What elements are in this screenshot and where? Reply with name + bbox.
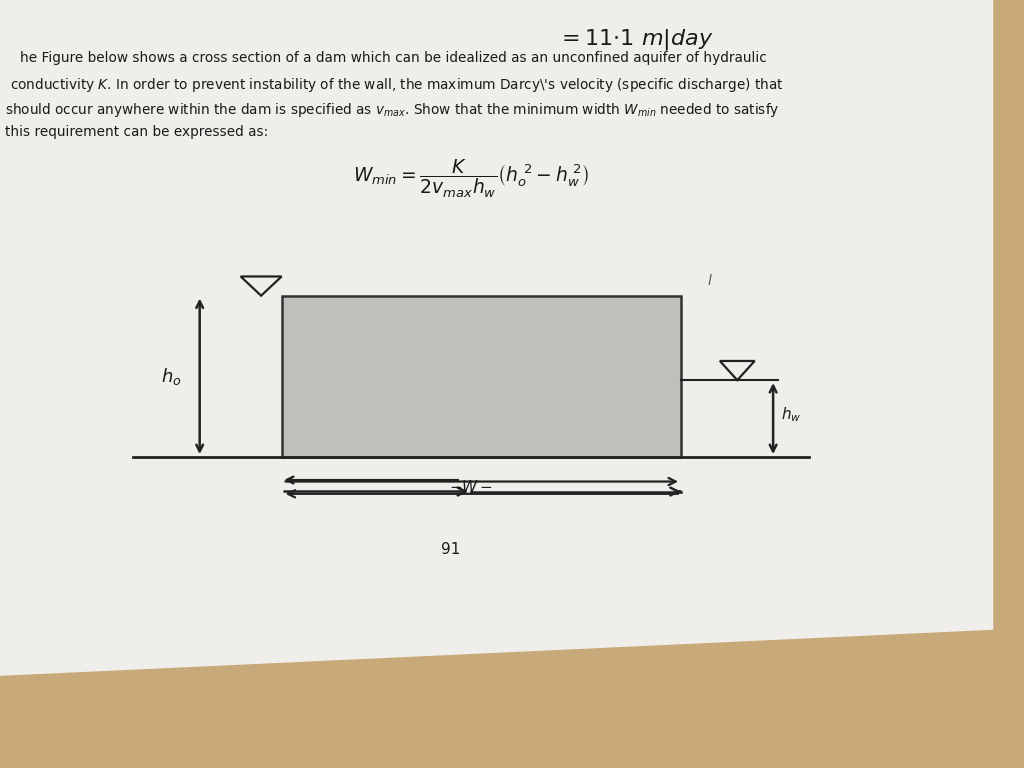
Text: $h_o$: $h_o$ bbox=[161, 366, 181, 387]
Text: $\mathit{l}$: $\mathit{l}$ bbox=[707, 273, 713, 288]
Text: this requirement can be expressed as:: this requirement can be expressed as: bbox=[5, 125, 268, 139]
Text: $h_w$: $h_w$ bbox=[781, 406, 802, 424]
Text: he Figure below shows a cross section of a dam which can be idealized as an unco: he Figure below shows a cross section of… bbox=[20, 51, 767, 65]
Text: $W_{min} = \dfrac{K}{2v_{max}h_w}\left(h_o^{\ 2} - h_w^{\ 2}\right)$: $W_{min} = \dfrac{K}{2v_{max}h_w}\left(h… bbox=[353, 157, 589, 200]
Text: conductivity $\mathit{K}$. In order to prevent instability of the wall, the maxi: conductivity $\mathit{K}$. In order to p… bbox=[10, 76, 783, 94]
Bar bbox=[282, 296, 681, 457]
Text: $-W-$: $-W-$ bbox=[450, 479, 493, 495]
Polygon shape bbox=[0, 0, 993, 676]
Text: $= 11{\cdot}1\ m|day$: $= 11{\cdot}1\ m|day$ bbox=[557, 27, 713, 52]
Text: should occur anywhere within the dam is specified as $\mathit{v}_{max}$. Show th: should occur anywhere within the dam is … bbox=[5, 101, 779, 118]
Text: 91: 91 bbox=[441, 541, 460, 557]
